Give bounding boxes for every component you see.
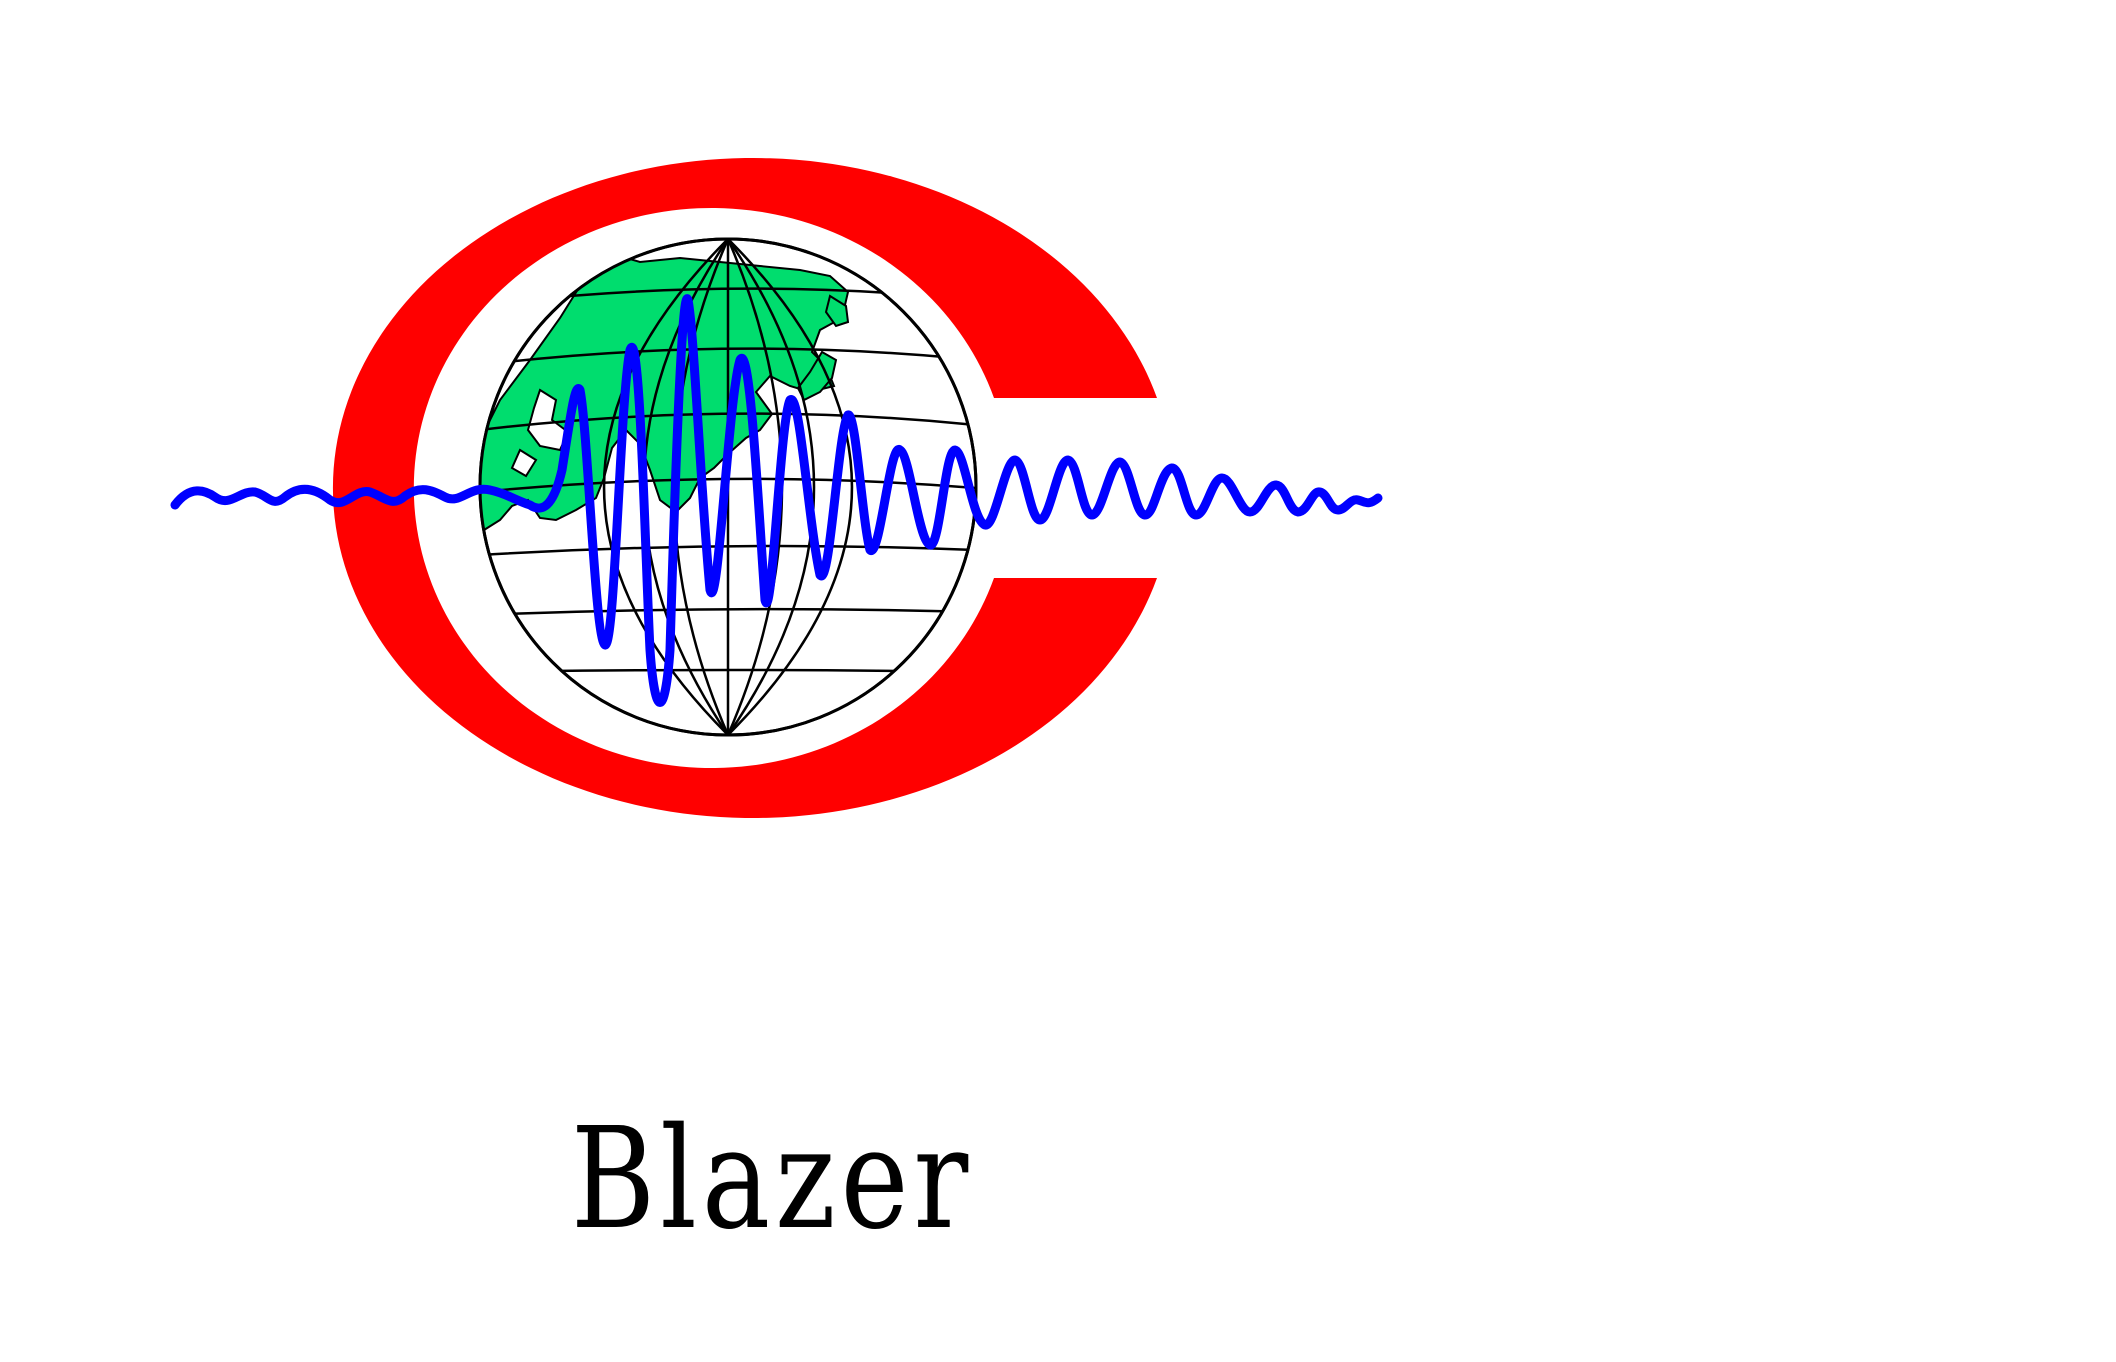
island-icon [796,350,838,402]
brand-name: Blazer [570,1098,974,1261]
seismic-wave-icon [170,294,1383,707]
